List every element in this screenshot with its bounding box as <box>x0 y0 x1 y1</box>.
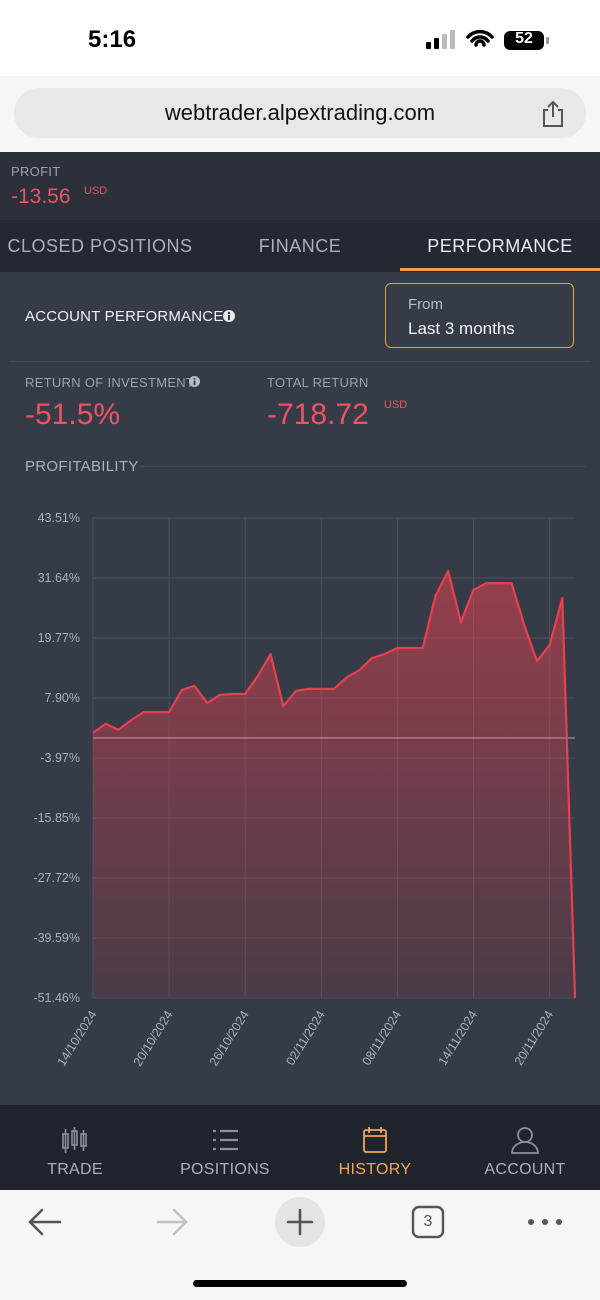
tab[interactable]: PERFORMANCE <box>427 236 573 256</box>
period-selector[interactable] <box>385 283 574 348</box>
section-title: PROFITABILITY <box>25 458 139 475</box>
separator <box>10 361 590 362</box>
y-tick-label: -27.72% <box>33 871 80 885</box>
forward-button[interactable] <box>156 1208 188 1236</box>
total-return-value: -718.72 <box>267 398 369 431</box>
y-tick-label: -3.97% <box>40 751 80 765</box>
area-fill <box>93 571 575 998</box>
time: 5:16 <box>88 26 137 53</box>
performance-title: ACCOUNT PERFORMANCE <box>25 308 224 325</box>
area-line <box>92 570 577 999</box>
battery-level: 52 <box>515 30 533 47</box>
total-return-label: TOTAL RETURN <box>267 375 369 390</box>
url[interactable]: webtrader.alpextrading.com <box>164 100 436 125</box>
roi-label: RETURN OF INVESTMENT <box>25 375 195 390</box>
y-tick-label: -39.59% <box>33 931 80 945</box>
history-icon[interactable] <box>363 1127 387 1153</box>
separator <box>140 466 586 467</box>
x-tick-label: 26/10/2024 <box>207 1008 252 1069</box>
profit-value: -13.56 <box>11 185 71 208</box>
x-tick-label: 20/10/2024 <box>131 1008 176 1069</box>
nav-icons <box>62 1127 539 1154</box>
status-icons <box>426 29 549 50</box>
x-tick-label: 08/11/2024 <box>359 1008 404 1068</box>
bottom-nav <box>0 1105 600 1190</box>
home-indicator <box>193 1280 407 1287</box>
info-icon[interactable] <box>188 375 201 388</box>
url-bar[interactable] <box>14 88 586 138</box>
nav-label[interactable]: POSITIONS <box>180 1161 270 1178</box>
status-bar <box>0 0 600 76</box>
x-tick-label: 02/11/2024 <box>283 1008 328 1068</box>
y-tick-label: 31.64% <box>38 571 80 585</box>
trade-icon[interactable] <box>62 1127 87 1153</box>
roi-value: -51.5% <box>25 398 121 431</box>
tab-count[interactable]: 3 <box>423 1213 433 1230</box>
browser-toolbar <box>0 1190 600 1300</box>
back-button[interactable] <box>28 1208 62 1236</box>
y-tick-label: 7.90% <box>45 691 80 705</box>
tab[interactable]: FINANCE <box>258 236 342 256</box>
nav-label[interactable]: TRADE <box>47 1161 103 1178</box>
nav-label[interactable]: HISTORY <box>338 1161 412 1178</box>
tab-bar <box>0 220 600 272</box>
y-tick-label: -51.46% <box>33 991 80 1005</box>
nav-label[interactable]: ACCOUNT <box>484 1161 566 1178</box>
y-tick-label: 43.51% <box>38 511 80 525</box>
info-icon[interactable] <box>222 309 236 323</box>
tabs-button[interactable] <box>411 1205 445 1239</box>
total-return-currency: USD <box>384 399 408 411</box>
profit-currency: USD <box>84 185 108 197</box>
period-label[interactable]: From <box>408 296 443 313</box>
x-tick-label: 14/10/2024 <box>55 1008 100 1069</box>
profitability-chart: 43.51% 31.64% 19.77% 7.90% -3.97% -15.85% -27.… <box>33 511 577 1069</box>
y-tick-label: 19.77% <box>38 631 80 645</box>
y-tick-label: -15.85% <box>33 811 80 825</box>
tab[interactable]: CLOSED POSITIONS <box>7 236 193 256</box>
profit-label: PROFIT <box>11 164 61 179</box>
x-tick-label: 20/11/2024 <box>512 1008 557 1068</box>
positions-icon[interactable] <box>213 1129 238 1151</box>
share-button[interactable] <box>540 100 566 128</box>
period-value[interactable]: Last 3 months <box>408 319 515 338</box>
account-icon[interactable] <box>511 1127 539 1154</box>
profit-header <box>0 152 600 220</box>
x-tick-label: 14/11/2024 <box>436 1008 481 1068</box>
active-tab-indicator <box>400 268 600 271</box>
